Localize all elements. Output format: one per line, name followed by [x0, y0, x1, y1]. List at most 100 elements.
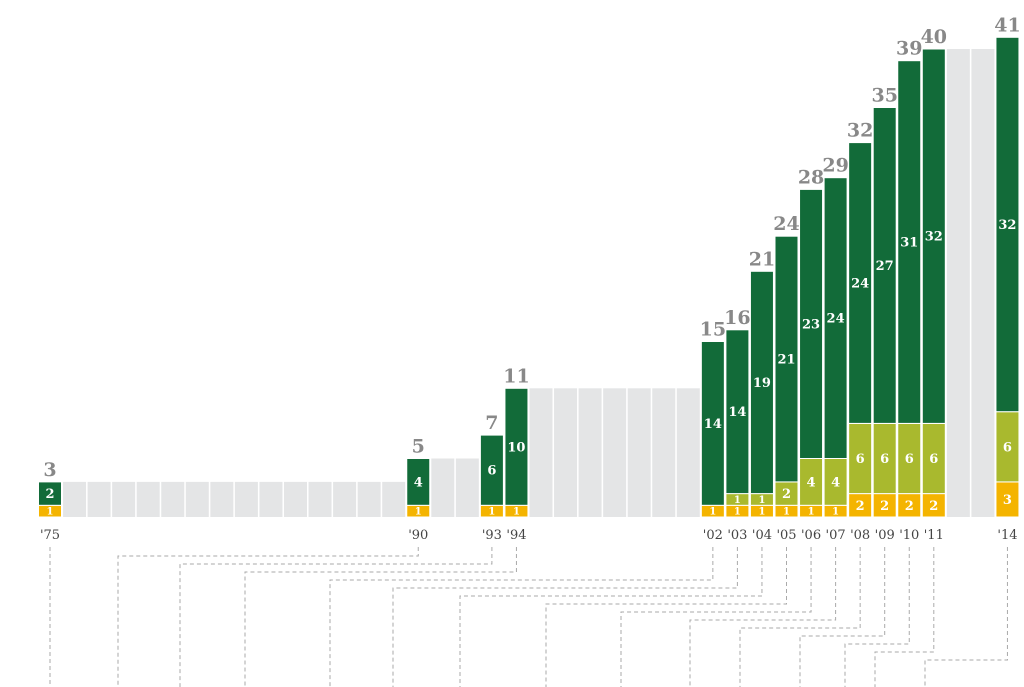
- segment-label-04-orange: 1: [758, 507, 765, 518]
- total-label-02: 15: [700, 319, 726, 341]
- bar-05-dark_green: [774, 235, 799, 483]
- gap-filler-86: [308, 481, 332, 517]
- segment-label-90-dark_green: 4: [414, 475, 423, 490]
- segment-label-93-orange: 1: [488, 507, 495, 518]
- segment-label-05-light_green: 2: [782, 487, 791, 502]
- leader-line-07: [689, 547, 837, 687]
- year-label-08: '08: [850, 528, 870, 543]
- segment-label-09-light_green: 6: [880, 452, 889, 467]
- segment-label-06-light_green: 4: [807, 475, 816, 490]
- total-label-93: 7: [485, 412, 498, 434]
- gap-filler-96: [554, 388, 578, 517]
- leader-line-08: [739, 547, 861, 687]
- bars: [38, 36, 1020, 518]
- segment-label-94-dark_green: 10: [507, 440, 525, 455]
- segment-label-06-dark_green: 23: [802, 317, 820, 332]
- gap-filler-89: [382, 481, 406, 517]
- segment-label-05-dark_green: 21: [777, 353, 795, 368]
- year-label-06: '06: [801, 528, 821, 543]
- segment-label-04-dark_green: 19: [753, 376, 771, 391]
- segment-label-07-orange: 1: [832, 507, 839, 518]
- gap-filler-79: [136, 481, 160, 517]
- segment-label-11-orange: 2: [929, 499, 938, 514]
- total-label-90: 5: [412, 436, 425, 458]
- leader-line-10: [844, 547, 910, 687]
- year-label-05: '05: [776, 528, 796, 543]
- segment-label-02-dark_green: 14: [704, 417, 722, 432]
- segment-label-06-orange: 1: [808, 507, 815, 518]
- segment-label-04-light_green: 1: [758, 495, 765, 506]
- segment-label-90-orange: 1: [415, 507, 422, 518]
- year-label-90: '90: [408, 528, 428, 543]
- year-label-02: '02: [703, 528, 723, 543]
- segment-label-05-orange: 1: [783, 507, 790, 518]
- segment-label-10-dark_green: 31: [900, 236, 918, 251]
- total-label-09: 35: [871, 85, 897, 107]
- bar-11-dark_green: [921, 48, 946, 424]
- gap-filler-91: [431, 458, 455, 517]
- segment-label-07-light_green: 4: [831, 475, 840, 490]
- total-label-14: 41: [994, 14, 1020, 36]
- leader-line-14: [924, 547, 1008, 687]
- gap-filler-98: [603, 388, 627, 517]
- bar-09-dark_green: [872, 107, 897, 424]
- year-label-93: '93: [482, 528, 502, 543]
- leader-line-05: [545, 547, 787, 687]
- segment-label-93-dark_green: 6: [487, 464, 496, 479]
- year-label-94: '94: [506, 528, 526, 543]
- year-label-75: '75: [40, 528, 60, 543]
- leader-line-04: [459, 547, 763, 687]
- total-label-05: 24: [773, 213, 799, 235]
- total-label-10: 39: [896, 38, 922, 60]
- bar-75-dark_green: [38, 481, 62, 506]
- segment-label-02-orange: 1: [709, 507, 716, 518]
- year-label-07: '07: [826, 528, 846, 543]
- gap-filler-83: [234, 481, 258, 517]
- leader-line-09: [799, 547, 886, 687]
- gap-filler-85: [284, 481, 307, 517]
- gap-filler-00: [652, 388, 676, 517]
- segment-label-75-orange: 1: [47, 507, 54, 518]
- bar-93-dark_green: [479, 434, 504, 506]
- bar-90-dark_green: [406, 458, 431, 506]
- segment-label-03-dark_green: 14: [728, 405, 746, 420]
- segment-label-08-light_green: 6: [856, 452, 865, 467]
- gap-filler-81: [185, 481, 209, 517]
- segment-label-03-light_green: 1: [734, 495, 741, 506]
- gap-filler-13: [971, 49, 995, 517]
- leader-line-94: [244, 547, 517, 687]
- bar-10-dark_green: [897, 60, 922, 424]
- segment-label-14-dark_green: 32: [998, 218, 1016, 233]
- gap-filler-77: [87, 481, 111, 517]
- leader-lines: [49, 547, 1008, 687]
- gap-filler-92: [455, 458, 479, 517]
- segment-label-08-orange: 2: [856, 499, 865, 514]
- gap-filler-12: [946, 49, 970, 517]
- segment-label-11-light_green: 6: [929, 452, 938, 467]
- segment-label-10-orange: 2: [905, 499, 914, 514]
- segment-label-10-light_green: 6: [905, 452, 914, 467]
- year-label-10: '10: [899, 528, 919, 543]
- gap-filler-01: [676, 388, 700, 517]
- year-label-03: '03: [727, 528, 747, 543]
- gap-filler-80: [161, 481, 185, 517]
- segment-label-75-dark_green: 2: [45, 487, 54, 502]
- leader-line-06: [620, 547, 812, 687]
- gap-filler-99: [627, 388, 651, 517]
- gap-filler-97: [578, 388, 602, 517]
- segment-label-03-orange: 1: [734, 507, 741, 518]
- bar-08-dark_green: [848, 142, 873, 424]
- segment-label-09-dark_green: 27: [876, 259, 894, 274]
- gap-filler-78: [112, 481, 136, 517]
- gap-filler-95: [529, 388, 553, 517]
- labels: 123'75145'90167'9311011'9411415'02111416…: [40, 14, 1021, 543]
- leader-line-02: [329, 547, 714, 687]
- gap-filler-88: [357, 481, 381, 517]
- leader-line-03: [392, 547, 738, 687]
- year-label-11: '11: [924, 528, 944, 543]
- year-label-04: '04: [752, 528, 772, 543]
- year-label-14: '14: [997, 528, 1017, 543]
- year-label-09: '09: [875, 528, 895, 543]
- bar-02-dark_green: [700, 341, 725, 506]
